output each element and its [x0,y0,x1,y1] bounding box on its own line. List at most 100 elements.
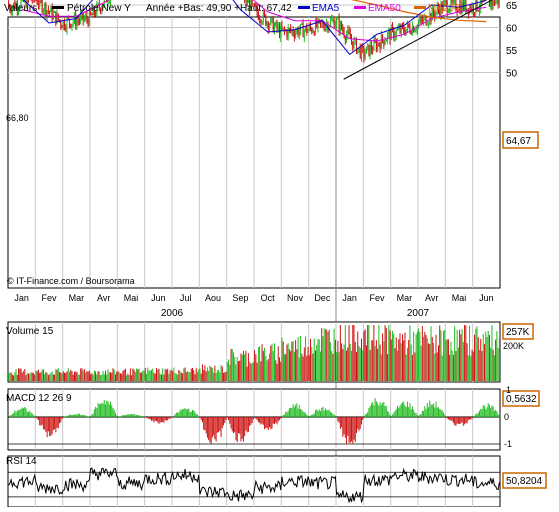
candle-body [347,30,348,35]
volume-tick: 200K [503,341,524,351]
candle-body [434,14,435,17]
candle-body [268,22,269,29]
candle-body [49,11,50,12]
candle-body [80,16,81,22]
month-label: Sep [232,293,248,303]
candle-body [397,29,398,30]
candle-body [325,26,326,30]
year-label: 2006 [161,308,184,319]
candle-body [367,45,368,47]
month-label: Jun [479,293,494,303]
candle-body [428,23,429,25]
candle-body [341,22,342,29]
ema50-swatch [354,6,366,9]
rsi-panel [8,456,500,507]
candle-body [322,23,323,27]
y-tick-label: 55 [506,46,518,57]
candle-body [336,19,337,24]
header-label: Valeurs [4,3,37,14]
candle-body [91,15,92,16]
candle-body [294,34,295,37]
candle-body [76,21,77,27]
candle-body [270,18,271,24]
candle-body [313,32,314,33]
candle-body [444,1,445,2]
candle-body [306,26,307,33]
candle-body [288,28,289,36]
candle-body [260,20,261,23]
candle-body [371,45,372,50]
month-label: Jul [180,293,192,303]
ema5-swatch [298,6,310,9]
candle-body [498,0,499,4]
candle-body [490,1,491,6]
candle-body [43,10,44,12]
candle-body [88,20,89,25]
candle-body [293,30,294,34]
candle-body [392,27,393,28]
candle-body [310,25,311,28]
candle-body [427,24,428,25]
month-label: Jun [151,293,166,303]
candle-body [298,29,299,35]
candle-body [32,0,33,1]
candle-body [272,18,273,19]
candle-body [349,30,350,33]
candle-body [419,19,420,23]
credit: © IT-Finance.com / Boursorama [7,276,135,286]
candle-body [340,22,341,31]
last-price-value: 64,67 [506,136,531,147]
candle-body [342,29,343,31]
candle-body [38,4,39,5]
candle-body [308,30,309,33]
year-range: Année +Bas: 49,90 +Haut: 67,42 [146,3,292,14]
candle-body [289,28,290,29]
candle-body [363,49,364,58]
candle-body [50,7,51,12]
candle-body [386,40,387,42]
candle-body [474,13,475,14]
candle-body [423,18,424,22]
candle-body [269,25,270,29]
y-tick-label: 50 [506,69,518,80]
candle-body [365,54,366,57]
candle-body [380,44,381,48]
candle-body [352,41,353,48]
candle-body [381,35,382,49]
macd-tick-0: 0 [504,412,509,422]
candle-body [366,47,367,54]
candle-body [360,47,361,58]
candle-body [491,1,492,5]
candle-body [316,21,317,28]
candle-body [414,31,415,33]
candle-body [281,26,282,30]
candle-body [47,10,48,15]
candle-body [331,20,332,21]
candle-body [267,22,268,25]
candle-body [276,22,277,29]
candle-body [377,43,378,50]
candle-body [373,40,374,50]
candle-body [403,26,404,31]
candle-body [411,32,412,34]
candle-body [354,40,355,48]
candle-body [499,0,500,4]
candle-body [412,27,413,35]
candle-body [388,31,389,34]
ma200-legend: MA200 [428,3,460,14]
candle-body [475,0,476,13]
candle-body [345,37,346,40]
candle-body [495,2,496,5]
candle-body [396,30,397,36]
candle-body [337,18,338,19]
candle-body [493,0,494,6]
candle-body [398,27,399,29]
month-label: Oct [261,293,276,303]
candle-body [262,22,263,23]
candle-body [426,16,427,25]
candle-body [494,0,495,5]
candle-body [452,0,453,2]
